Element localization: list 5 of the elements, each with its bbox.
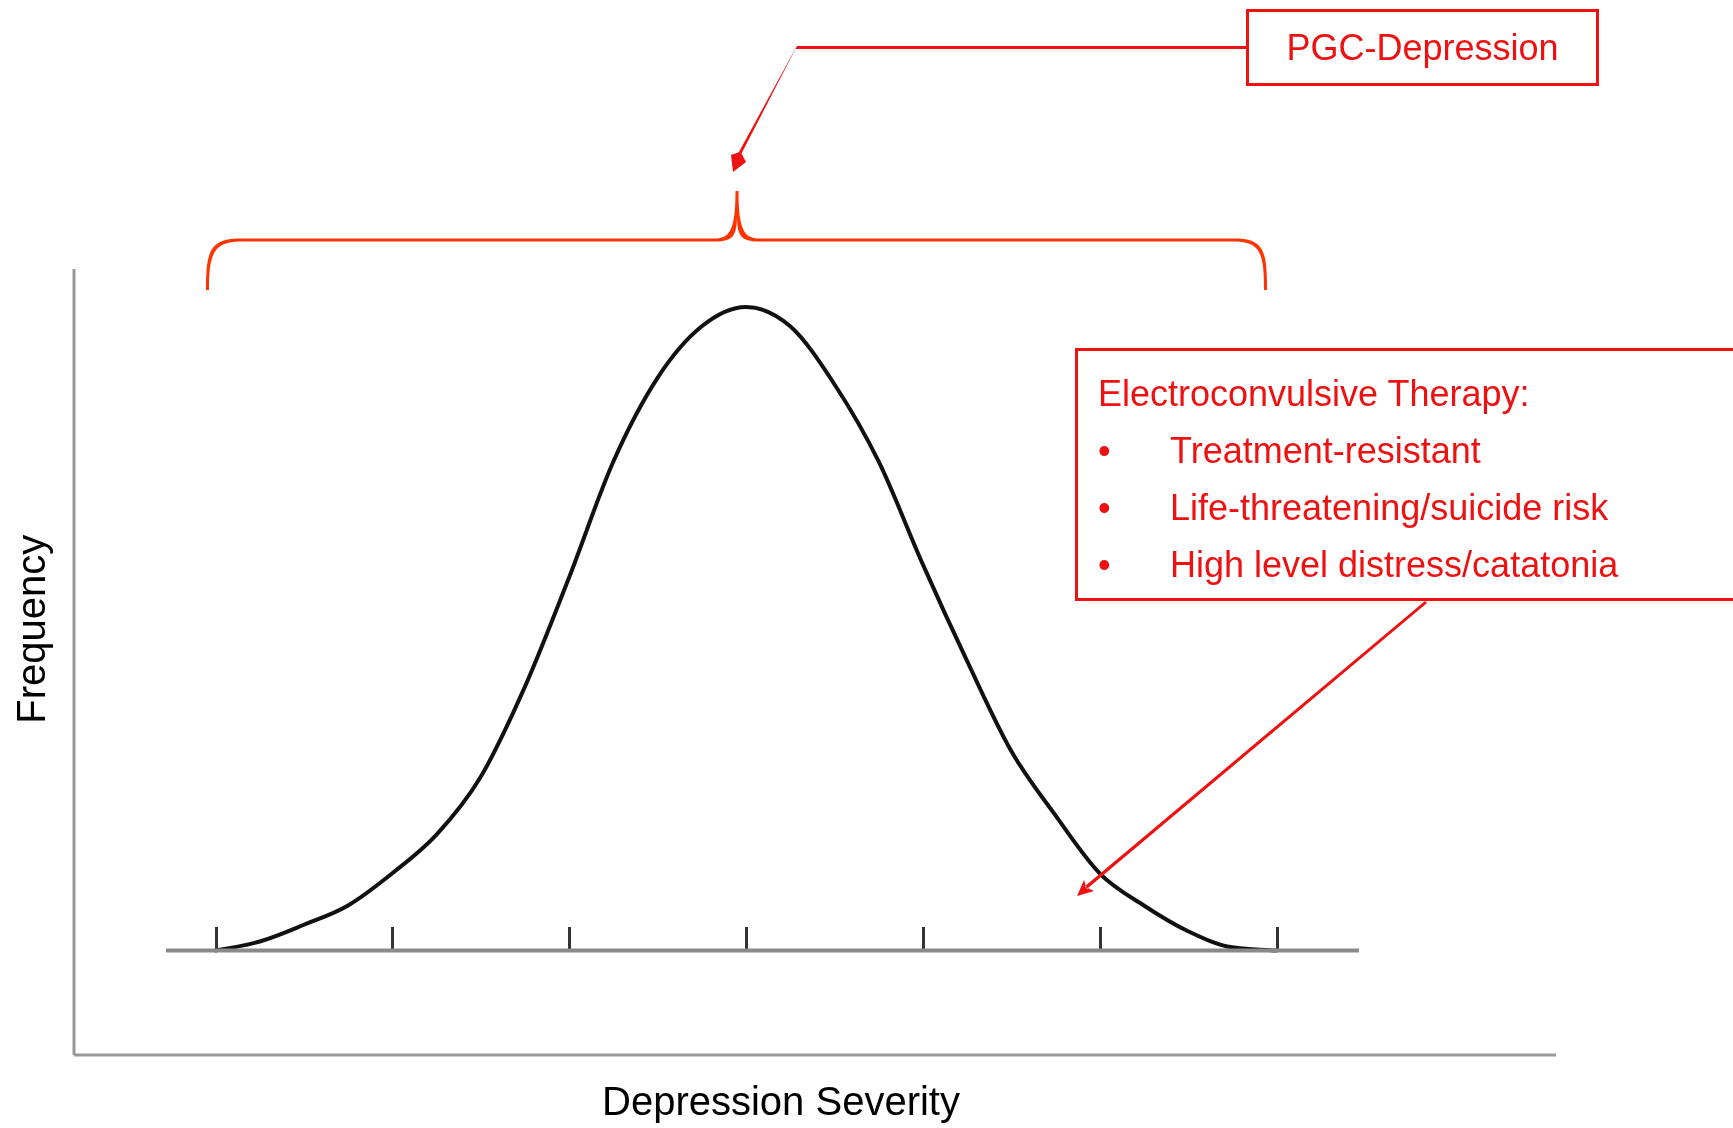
x-axis-title: Depression Severity [602, 1079, 960, 1123]
y-axis-title: Frequency [8, 534, 53, 724]
callout-box: Electroconvulsive Therapy: • Treatment-resistant • Life-threatening/suicide risk • High level distress/catatonia [1075, 348, 1733, 601]
callout-box: PGC-Depression [1246, 9, 1599, 86]
annotation: Electroconvulsive Therapy: [1098, 372, 1531, 416]
